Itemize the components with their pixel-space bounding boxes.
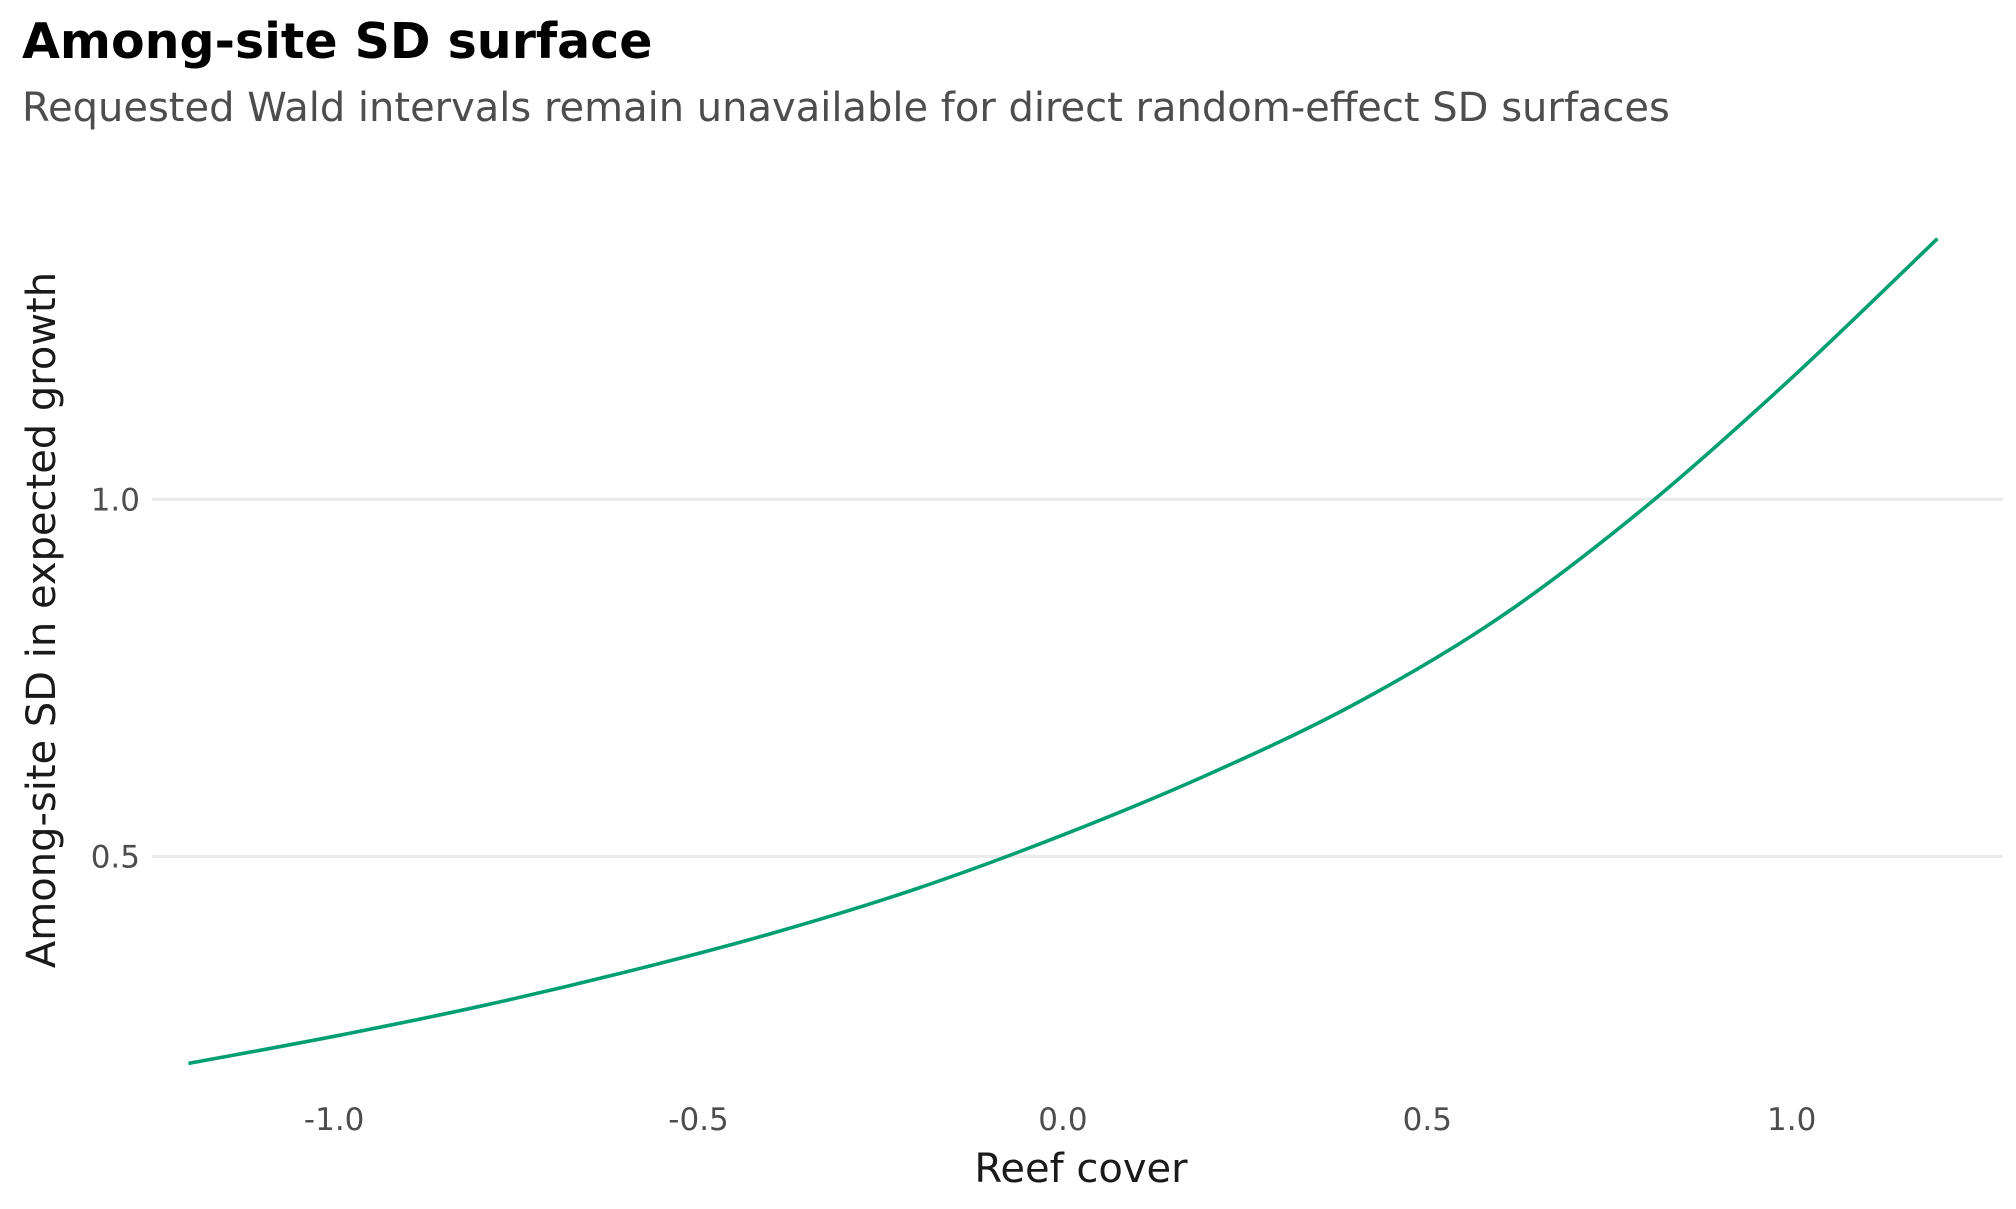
x-tick-label: -0.5 — [668, 1102, 729, 1138]
chart-subtitle: Requested Wald intervals remain unavaila… — [22, 85, 1670, 131]
chart-title: Among-site SD surface — [22, 13, 653, 70]
series-line — [188, 237, 1939, 1066]
y-axis-ticks: 0.5 1.0 — [91, 482, 140, 875]
series-layer — [188, 237, 1939, 1066]
y-tick-label: 1.0 — [91, 482, 140, 518]
x-tick-label: 0.0 — [1038, 1102, 1087, 1138]
x-tick-label: -1.0 — [304, 1102, 365, 1138]
x-tick-label: 0.5 — [1403, 1102, 1452, 1138]
x-axis-title: Reef cover — [974, 1146, 1188, 1192]
y-tick-label: 0.5 — [91, 839, 140, 875]
gridlines — [152, 497, 2003, 858]
plot-area — [152, 237, 2003, 1066]
y-axis-title: Among-site SD in expected growth — [19, 272, 65, 968]
x-axis-ticks: -1.0 -0.5 0.0 0.5 1.0 — [304, 1102, 1816, 1138]
x-tick-label: 1.0 — [1767, 1102, 1816, 1138]
